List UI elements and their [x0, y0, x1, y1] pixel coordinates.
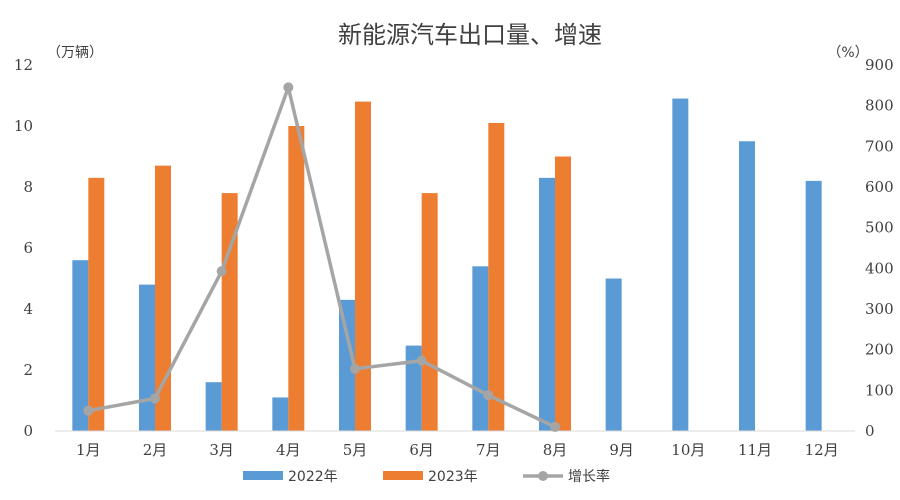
left-y-tick-label: 4	[23, 300, 33, 318]
bar-2022年-2月	[139, 284, 155, 431]
bar-2023年-2月	[155, 165, 171, 431]
legend-label-增长率: 增长率	[568, 468, 610, 485]
bar-2022年-10月	[672, 98, 689, 432]
right-y-tick-label: 500	[865, 219, 894, 237]
x-tick-label: 11月	[738, 441, 772, 459]
right-y-tick-label: 200	[865, 341, 894, 359]
right-axis-unit: （%）	[827, 45, 868, 61]
x-tick-label: 5月	[343, 441, 368, 459]
bar-2022年-12月	[805, 180, 822, 431]
x-tick-label: 1月	[76, 441, 101, 459]
line-point-增长率	[216, 266, 227, 277]
bar-2022年-8月	[539, 177, 555, 431]
x-tick-label: 8月	[543, 441, 568, 459]
bar-2022年-5月	[339, 299, 355, 431]
legend-label-2023年: 2023年	[428, 469, 478, 485]
right-y-tick-label: 0	[865, 422, 875, 440]
line-point-增长率	[350, 363, 360, 374]
left-y-tick-label: 8	[23, 178, 33, 196]
right-y-tick-label: 900	[865, 56, 894, 74]
line-增长率	[88, 85, 556, 429]
chart-title: 新能源汽车出口量、增速	[338, 21, 602, 49]
left-y-tick-label: 0	[23, 422, 33, 440]
line-point-增长率	[550, 421, 560, 432]
bar-2022年-7月	[472, 266, 489, 431]
x-tick-label: 6月	[409, 441, 434, 459]
right-y-tick-label: 100	[865, 381, 894, 399]
bar-2022年-1月	[72, 260, 89, 431]
legend-label-2022年: 2022年	[288, 469, 338, 485]
line-point-增长率	[416, 355, 427, 366]
bar-2022年-4月	[272, 397, 289, 431]
right-y-tick-label: 400	[865, 259, 894, 277]
line-point-增长率	[283, 82, 294, 93]
axis-layer: 1月 2月 3月 4月 5月 6月 7月 8月 9月 10月 11月 12月 0 2 4 6 8 10 12 0 100…	[14, 56, 894, 459]
left-y-tick-label: 12	[14, 56, 33, 74]
line-point-增长率	[150, 393, 160, 404]
legend-swatch-marker-增长率	[538, 471, 548, 481]
bar-2023年-7月	[488, 122, 505, 431]
x-tick-label: 7月	[476, 441, 501, 459]
bar-2022年-9月	[605, 278, 622, 431]
bar-2022年-6月	[405, 345, 422, 431]
bar-2023年-5月	[355, 101, 371, 431]
right-y-tick-label: 800	[865, 97, 894, 115]
bars-layer	[72, 98, 822, 432]
bar-2022年-11月	[739, 141, 755, 431]
right-y-tick-label: 300	[865, 300, 894, 318]
bar-2023年-3月	[221, 193, 238, 431]
left-axis-unit: （万辆）	[47, 45, 103, 61]
bar-2022年-3月	[205, 382, 222, 431]
line-layer	[83, 82, 560, 432]
right-y-tick-label: 600	[865, 178, 894, 196]
x-tick-label: 3月	[209, 441, 234, 459]
right-y-tick-label: 700	[865, 137, 894, 155]
bar-2023年-1月	[88, 177, 105, 431]
bar-2023年-4月	[288, 126, 305, 431]
legend-swatch-2022年	[243, 471, 283, 480]
x-tick-label: 4月	[276, 441, 301, 459]
x-tick-label: 9月	[609, 441, 634, 459]
bar-2023年-6月	[421, 193, 438, 431]
line-point-增长率	[83, 405, 94, 416]
bar-2023年-8月	[555, 156, 571, 431]
left-y-tick-label: 10	[14, 117, 33, 135]
x-tick-label: 10月	[671, 441, 705, 459]
left-y-tick-label: 2	[23, 361, 33, 379]
legend-swatch-2023年	[383, 471, 423, 480]
x-tick-label: 12月	[805, 441, 839, 459]
left-y-tick-label: 6	[23, 239, 33, 257]
line-point-增长率	[483, 390, 494, 401]
legend: 2022年 2023年 增长率	[243, 468, 610, 485]
x-tick-label: 2月	[143, 441, 168, 459]
